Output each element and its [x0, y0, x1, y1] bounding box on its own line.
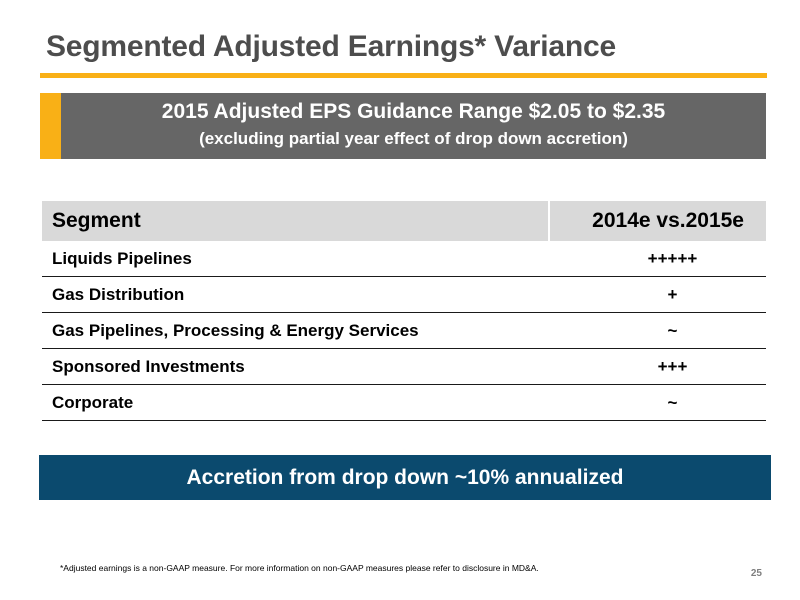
column-header-variance: 2014e vs.2015e	[549, 201, 766, 241]
guidance-accent-bar	[40, 93, 61, 159]
table-row: Sponsored Investments +++	[42, 348, 766, 385]
segment-cell: Gas Pipelines, Processing & Energy Servi…	[42, 312, 549, 349]
variance-cell: ~	[549, 312, 766, 349]
accretion-banner: Accretion from drop down ~10% annualized	[39, 455, 771, 500]
variance-cell: ~	[549, 384, 766, 421]
segment-cell: Corporate	[42, 384, 549, 421]
column-header-segment: Segment	[42, 201, 550, 241]
footnote: *Adjusted earnings is a non-GAAP measure…	[60, 563, 539, 573]
segment-cell: Sponsored Investments	[42, 348, 549, 385]
guidance-box: 2015 Adjusted EPS Guidance Range $2.05 t…	[40, 93, 766, 159]
variance-cell: +	[549, 276, 766, 313]
table-header-row: Segment 2014e vs.2015e	[42, 201, 766, 241]
table-row: Gas Pipelines, Processing & Energy Servi…	[42, 312, 766, 349]
title-underline	[40, 73, 767, 78]
table-row: Liquids Pipelines +++++	[42, 241, 766, 277]
table-row: Gas Distribution +	[42, 276, 766, 313]
variance-cell: +++++	[549, 241, 766, 277]
page-number: 25	[750, 568, 762, 579]
variance-cell: +++	[549, 348, 766, 385]
page-title: Segmented Adjusted Earnings* Variance	[46, 30, 616, 63]
table-row: Corporate ~	[42, 384, 766, 421]
guidance-headline: 2015 Adjusted EPS Guidance Range $2.05 t…	[161, 100, 666, 123]
guidance-subline: (excluding partial year effect of drop d…	[199, 129, 628, 148]
segment-cell: Liquids Pipelines	[42, 241, 549, 277]
segment-variance-table: Segment 2014e vs.2015e Liquids Pipelines…	[42, 201, 766, 421]
segment-cell: Gas Distribution	[42, 276, 549, 313]
